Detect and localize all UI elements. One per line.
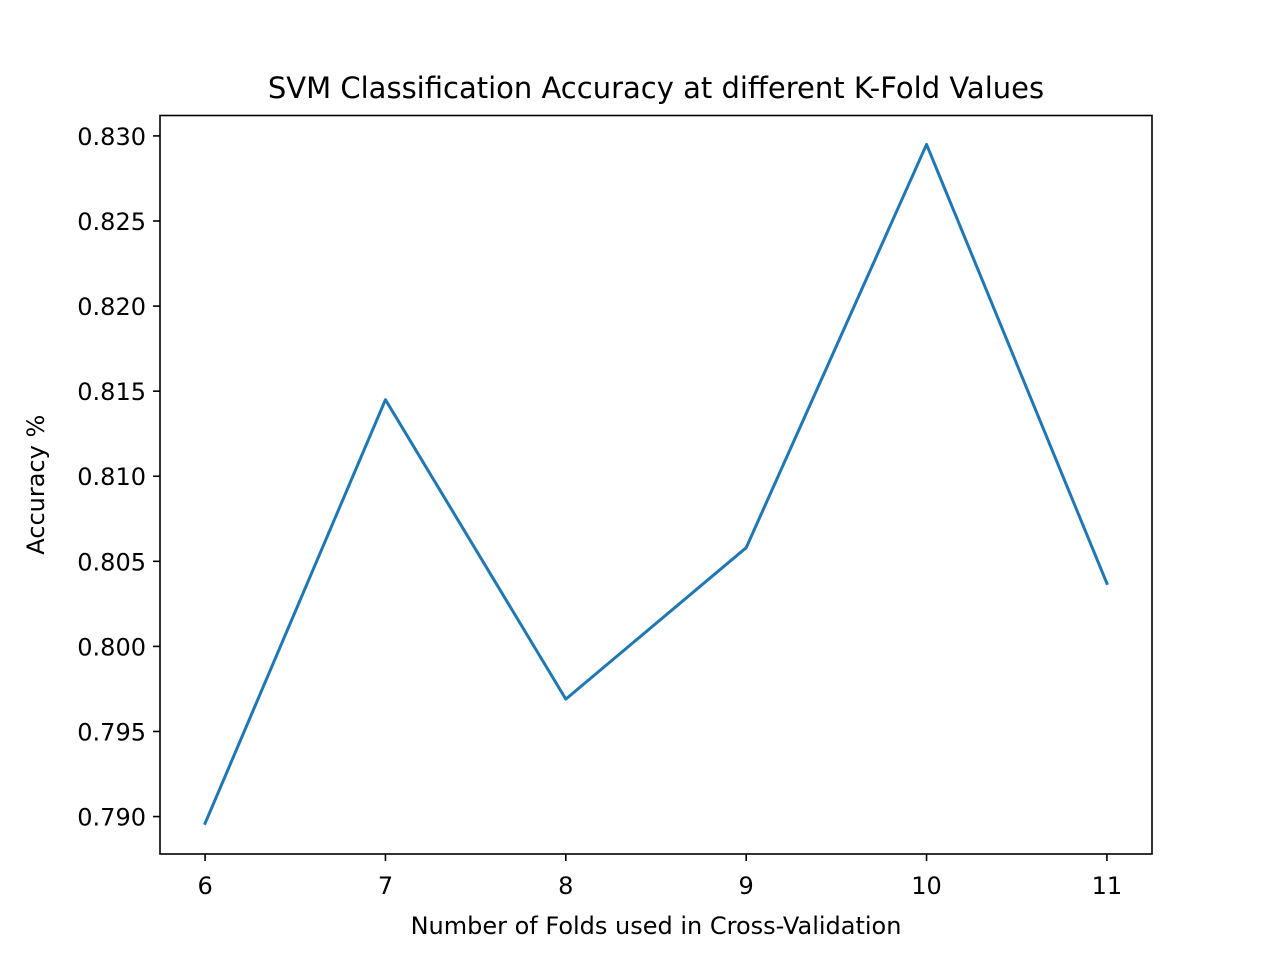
series-layer: [203, 142, 1109, 826]
y-tick-label: 0.805: [77, 548, 146, 576]
y-tick-label: 0.790: [77, 804, 146, 832]
x-tick-label: 11: [1092, 872, 1123, 900]
series-line-0: [203, 142, 1109, 826]
x-tick-label: 7: [378, 872, 393, 900]
x-tick-label: 6: [197, 872, 212, 900]
y-tick-label: 0.795: [77, 718, 146, 746]
x-tick-label: 10: [911, 872, 942, 900]
y-tick-label: 0.800: [77, 633, 146, 661]
y-tick-label: 0.825: [77, 208, 146, 236]
y-tick-label: 0.820: [77, 293, 146, 321]
y-axis-label: Accuracy %: [22, 415, 50, 555]
x-axis-label: Number of Folds used in Cross-Validation: [411, 912, 902, 940]
x-tick-label: 8: [558, 872, 573, 900]
x-axis-ticks: 6 7 8 9 10 11: [197, 854, 1122, 900]
chart-title: SVM Classification Accuracy at different…: [268, 71, 1044, 105]
y-tick-label: 0.815: [77, 378, 146, 406]
y-tick-label: 0.830: [77, 123, 146, 151]
y-tick-label: 0.810: [77, 463, 146, 491]
plot-area-frame: [159, 114, 1153, 855]
x-tick-label: 9: [739, 872, 754, 900]
y-axis-ticks: 0.790 0.795 0.800 0.805 0.810 0.815 0.820 0.825…: [77, 123, 160, 832]
